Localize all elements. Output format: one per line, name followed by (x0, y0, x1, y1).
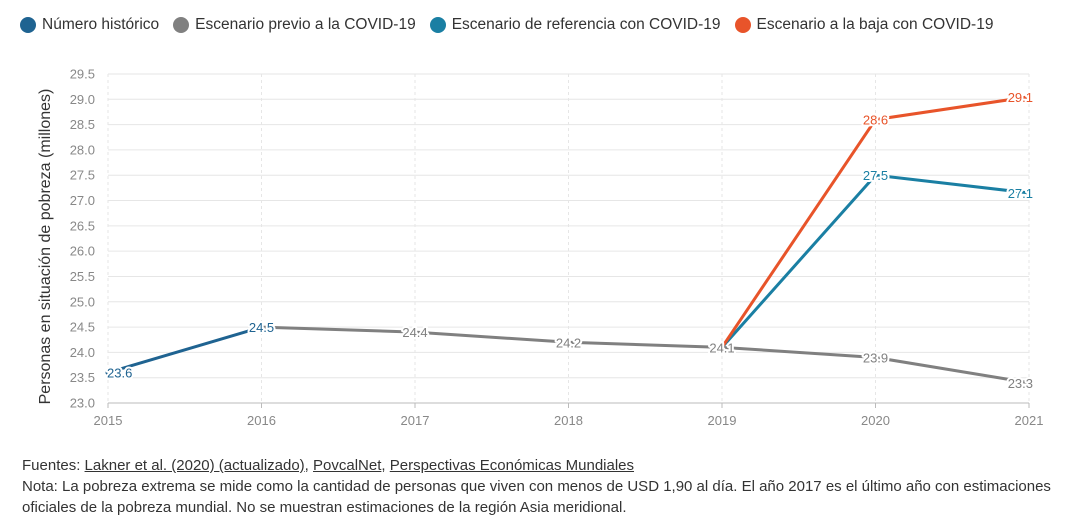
chart-legend: Número histórico Escenario previo a la C… (20, 16, 993, 34)
sources-prefix: Fuentes: (22, 457, 85, 474)
data-label-halo: 28.6 (863, 113, 888, 128)
x-tick-label: 2015 (94, 413, 123, 428)
data-point (873, 354, 878, 360)
legend-label-referencia: Escenario de referencia con COVID-19 (451, 16, 721, 33)
y-tick-label: 29.5 (70, 67, 95, 82)
data-label-halo: 29.1 (1008, 90, 1033, 105)
x-tick-label: 2016 (247, 413, 276, 428)
data-label-halo: 24.1 (709, 340, 734, 355)
data-label-halo: 23.3 (1008, 376, 1033, 391)
data-label: 27.1 (1008, 186, 1033, 201)
y-tick-label: 23.0 (70, 396, 95, 411)
data-label: 24.5 (249, 320, 274, 335)
source-link-perspectivas[interactable]: Perspectivas Económicas Mundiales (389, 457, 635, 474)
legend-item-historico[interactable]: Número histórico (20, 16, 159, 34)
data-label: 24.2 (556, 335, 581, 350)
y-tick-label: 28.5 (70, 117, 95, 132)
source-link-povcalnet[interactable]: PovcalNet (313, 457, 382, 474)
series-line-1 (260, 325, 1031, 385)
data-label-halo: 27.5 (863, 168, 888, 183)
y-tick-label: 28.0 (70, 142, 95, 157)
y-tick-label: 27.0 (70, 193, 95, 208)
chart-footer: Fuentes: Lakner et al. (2020) (actualiza… (22, 455, 1062, 518)
legend-marker-historico (20, 17, 36, 33)
data-label: 23.9 (863, 350, 888, 365)
data-label-halo: 23.9 (863, 350, 888, 365)
footnote: Nota: La pobreza extrema se mide como la… (22, 478, 1051, 516)
y-tick-label: 27.5 (70, 168, 95, 183)
data-point (1026, 190, 1032, 196)
legend-marker-baja (734, 17, 751, 33)
data-label-halo: 24.5 (249, 320, 274, 335)
data-point (259, 324, 264, 330)
sources-line: Fuentes: Lakner et al. (2020) (actualiza… (22, 455, 1062, 476)
sources-separator-2: , (381, 457, 390, 474)
data-point (1026, 380, 1032, 386)
x-tick-label: 2021 (1015, 413, 1044, 428)
data-label: 28.6 (863, 113, 888, 128)
legend-label-historico: Número histórico (42, 16, 160, 33)
data-label: 23.3 (1008, 376, 1033, 391)
data-label: 24.4 (402, 325, 427, 340)
data-label-halo: 27.1 (1008, 186, 1033, 201)
data-point (873, 117, 878, 123)
data-point (412, 329, 418, 335)
data-point (873, 172, 878, 178)
data-label-halo: 23.6 (107, 366, 132, 381)
source-link-lakner[interactable]: Lakner et al. (2020) (actualizado) (84, 457, 305, 474)
legend-item-referencia[interactable]: Escenario de referencia con COVID-19 (429, 16, 721, 34)
legend-label-previo: Escenario previo a la COVID-19 (195, 16, 416, 33)
x-tick-label: 2017 (401, 413, 430, 428)
data-label: 29.1 (1008, 90, 1033, 105)
y-tick-label: 25.5 (70, 269, 95, 284)
data-label: 23.6 (107, 366, 132, 381)
legend-item-baja[interactable]: Escenario a la baja con COVID-19 (734, 16, 994, 34)
x-tick-label: 2020 (861, 413, 890, 428)
sources-separator-1: , (304, 457, 314, 474)
data-label: 27.5 (863, 168, 888, 183)
data-label: 24.1 (709, 340, 734, 355)
data-point (105, 370, 111, 376)
y-axis-title: Personas en situación de pobreza (millon… (37, 89, 54, 405)
y-tick-label: 26.0 (70, 244, 95, 259)
x-tick-label: 2019 (708, 413, 737, 428)
series-line-0 (106, 325, 263, 375)
line-chart: 23.0 23.5 24.0 24.5 25.0 25.5 26.0 26.5 27.0 27.5… (37, 67, 1044, 429)
y-tick-label: 25.0 (70, 294, 95, 309)
data-point (1026, 94, 1032, 100)
y-tick-label: 24.5 (70, 320, 95, 335)
data-label-halo: 24.4 (402, 325, 427, 340)
data-label-halo: 24.2 (556, 335, 581, 350)
legend-item-previo[interactable]: Escenario previo a la COVID-19 (173, 16, 416, 34)
y-tick-label: 23.5 (70, 370, 95, 385)
legend-marker-referencia (429, 17, 446, 33)
y-tick-label: 24.0 (70, 345, 95, 360)
legend-label-baja: Escenario a la baja con COVID-19 (756, 16, 994, 33)
x-tick-label: 2018 (554, 413, 583, 428)
data-point (719, 344, 725, 350)
y-tick-label: 26.5 (70, 218, 95, 233)
data-point (566, 339, 571, 345)
legend-marker-previo (173, 17, 190, 33)
y-tick-label: 29.0 (70, 92, 95, 107)
